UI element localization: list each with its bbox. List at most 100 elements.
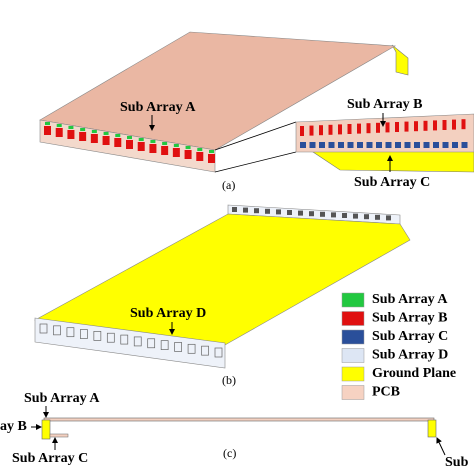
element bbox=[265, 208, 270, 214]
elements bbox=[39, 207, 391, 358]
legend-label: PCB bbox=[372, 385, 400, 400]
element bbox=[126, 140, 133, 149]
legend-swatch bbox=[341, 329, 365, 345]
element bbox=[300, 126, 304, 136]
element bbox=[298, 210, 303, 216]
front-strip bbox=[34, 317, 226, 369]
element bbox=[80, 329, 88, 339]
element bbox=[375, 214, 380, 220]
element bbox=[162, 142, 168, 145]
element bbox=[138, 138, 144, 141]
element bbox=[385, 142, 392, 148]
zoom-ground bbox=[309, 149, 474, 173]
element bbox=[44, 126, 51, 135]
annotation: Sub bbox=[445, 455, 469, 470]
element bbox=[67, 130, 75, 139]
element bbox=[114, 138, 122, 147]
element bbox=[147, 338, 156, 349]
element bbox=[328, 142, 335, 148]
element bbox=[133, 336, 142, 347]
element bbox=[319, 142, 325, 148]
element bbox=[115, 134, 121, 137]
element bbox=[127, 136, 132, 139]
side-plate bbox=[43, 417, 435, 422]
element bbox=[254, 208, 259, 214]
ground-fold bbox=[391, 44, 409, 76]
element bbox=[300, 142, 306, 148]
elements bbox=[44, 122, 215, 163]
element bbox=[331, 212, 336, 218]
element bbox=[433, 120, 437, 131]
element bbox=[276, 209, 281, 215]
element bbox=[201, 345, 209, 356]
legend-label: Sub Array C bbox=[372, 329, 448, 344]
element bbox=[320, 211, 325, 217]
arrow bbox=[436, 437, 446, 456]
element bbox=[376, 122, 380, 133]
element bbox=[395, 122, 399, 132]
annotation: ay B bbox=[0, 419, 27, 434]
element bbox=[66, 327, 75, 338]
element bbox=[232, 207, 237, 212]
element bbox=[197, 148, 203, 151]
element bbox=[172, 148, 180, 157]
element bbox=[461, 119, 466, 130]
element bbox=[319, 125, 323, 136]
legend-swatch bbox=[341, 348, 365, 363]
panel-c: Sub Array A ay B Sub Array C Sub (c) bbox=[0, 391, 469, 470]
element bbox=[309, 125, 314, 136]
element bbox=[53, 325, 61, 336]
element bbox=[366, 123, 371, 134]
legend-label: Ground Plane bbox=[372, 366, 456, 381]
element bbox=[309, 211, 314, 217]
panel-label: (c) bbox=[223, 446, 236, 460]
element bbox=[338, 124, 342, 135]
annotation: Sub Array D bbox=[130, 306, 206, 321]
element bbox=[366, 142, 373, 148]
element bbox=[347, 124, 352, 134]
element bbox=[208, 154, 215, 163]
element bbox=[214, 347, 223, 358]
element bbox=[80, 128, 86, 131]
element bbox=[386, 215, 391, 221]
legend-swatch bbox=[341, 292, 365, 308]
element bbox=[184, 150, 192, 159]
element bbox=[395, 142, 401, 148]
legend-label: Sub Array A bbox=[372, 292, 448, 307]
legend-label: Sub Array B bbox=[372, 311, 447, 326]
element bbox=[79, 132, 87, 141]
annotation: Sub Array C bbox=[354, 175, 430, 190]
element bbox=[56, 124, 62, 127]
element bbox=[102, 136, 110, 145]
element bbox=[357, 142, 363, 148]
element bbox=[106, 332, 115, 343]
element bbox=[353, 213, 358, 219]
annotation: Sub Array A bbox=[120, 100, 196, 115]
element bbox=[442, 120, 447, 130]
element bbox=[209, 150, 214, 153]
element bbox=[91, 130, 97, 133]
element bbox=[187, 343, 196, 354]
annotation: Sub Array B bbox=[347, 97, 422, 112]
element bbox=[196, 152, 204, 161]
element bbox=[149, 144, 157, 153]
annotation: Sub Array A bbox=[24, 391, 100, 406]
element bbox=[364, 214, 369, 220]
element bbox=[137, 142, 145, 151]
panel-b: Sub Array D (b) bbox=[34, 204, 411, 387]
zoom-line bbox=[214, 151, 297, 173]
element bbox=[404, 142, 411, 148]
element bbox=[103, 132, 109, 135]
element bbox=[338, 142, 344, 148]
element bbox=[433, 142, 439, 148]
element bbox=[39, 323, 48, 334]
element bbox=[404, 121, 409, 132]
ground-block bbox=[427, 419, 437, 438]
element bbox=[461, 142, 468, 148]
legend-swatch bbox=[341, 311, 365, 326]
element bbox=[342, 213, 347, 218]
element bbox=[93, 331, 102, 341]
element bbox=[385, 122, 390, 133]
element bbox=[287, 210, 292, 215]
